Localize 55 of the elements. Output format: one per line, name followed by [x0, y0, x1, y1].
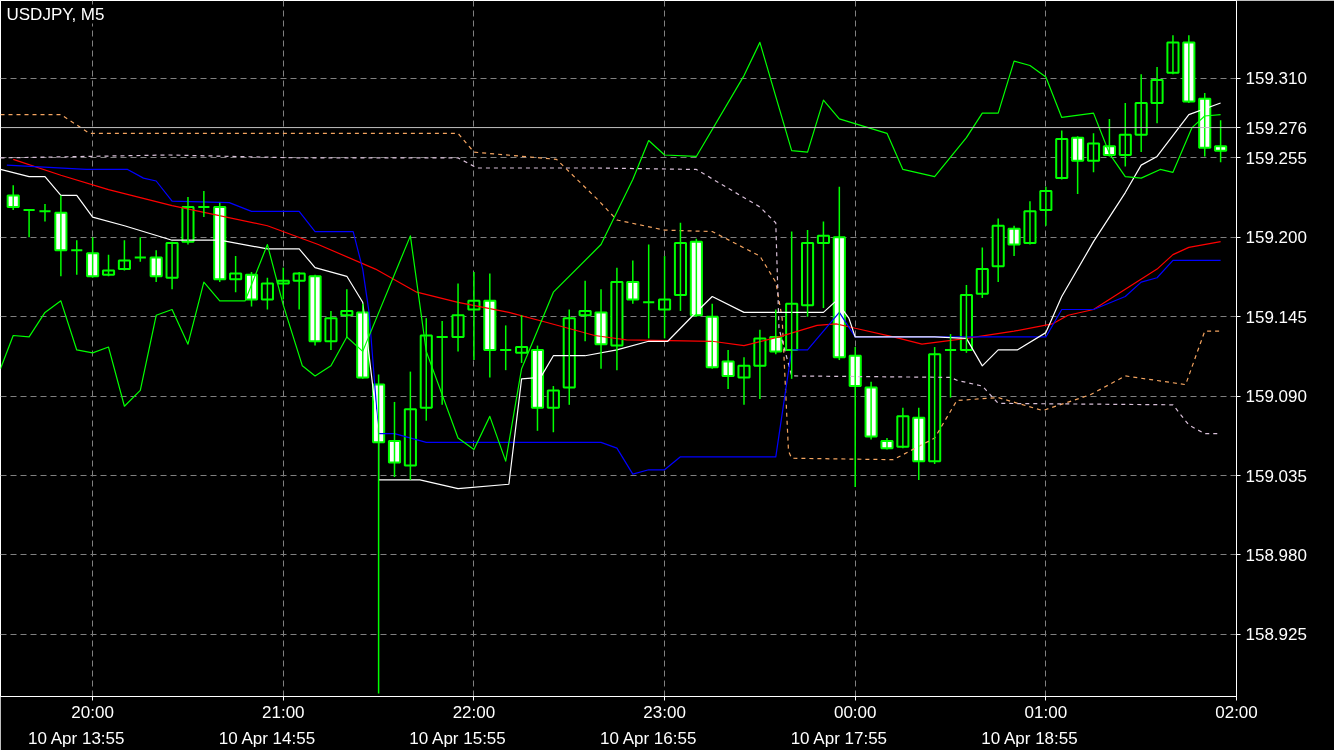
candlestick	[515, 314, 529, 364]
candlestick	[975, 246, 989, 299]
x-tick-label: 00:00	[833, 702, 877, 722]
candlestick	[658, 255, 672, 340]
candlestick	[197, 190, 211, 218]
candlestick	[1166, 34, 1180, 75]
candlestick	[451, 282, 465, 353]
chart-title: USDJPY, M5	[6, 4, 105, 24]
candlestick	[673, 222, 688, 312]
x2-tick-label: 10 Apr 17:55	[790, 728, 888, 748]
x-tick-label: 02:00	[1215, 702, 1258, 722]
x-tick-label: 22:00	[452, 702, 496, 722]
candlestick	[1023, 200, 1037, 246]
candlestick	[1086, 132, 1101, 174]
x2-tick-label: 10 Apr 15:55	[409, 728, 506, 748]
y-tick-label: 158.980	[1245, 545, 1307, 565]
candlestick	[435, 320, 449, 406]
y-tick-label: 159.310	[1245, 69, 1307, 89]
candlestick	[117, 239, 131, 272]
candlestick	[642, 243, 656, 340]
candlestick	[276, 266, 290, 301]
candlestick	[387, 401, 402, 478]
candlestick	[1055, 129, 1069, 181]
candlestick	[943, 333, 958, 399]
candlestick	[324, 310, 338, 351]
candlestick	[292, 271, 306, 311]
y-tick-label: 159.090	[1245, 387, 1307, 407]
candlestick	[133, 236, 147, 263]
candlestick	[229, 255, 243, 293]
candlestick	[928, 346, 942, 465]
y-tick-label: 159.145	[1245, 307, 1307, 327]
candlestick	[38, 203, 52, 223]
candlestick	[86, 236, 100, 279]
x-tick-label: 23:00	[643, 702, 686, 722]
ref-line-label: 159.276	[1245, 118, 1307, 138]
candlestick	[1214, 119, 1228, 163]
candlestick	[800, 229, 815, 318]
candlestick	[1071, 135, 1085, 195]
candlestick	[1118, 102, 1132, 168]
x-tick-label: 21:00	[262, 702, 305, 722]
x2-tick-label: 10 Apr 14:55	[218, 728, 316, 748]
y-tick-label: 159.200	[1245, 228, 1307, 248]
candlestick	[70, 239, 84, 276]
candlestick	[22, 208, 36, 239]
y-tick-label: 158.925	[1245, 625, 1307, 645]
candlestick	[499, 324, 513, 371]
x2-tick-label: 10 Apr 18:55	[981, 728, 1078, 748]
y-tick-label: 159.035	[1245, 466, 1307, 486]
x2-tick-label: 10 Apr 13:55	[28, 728, 125, 748]
y-tick-label: 159.255	[1245, 148, 1307, 168]
candlestick	[816, 220, 830, 309]
candlestick	[546, 385, 560, 433]
x-tick-label: 20:00	[71, 702, 114, 722]
x-tick-label: 01:00	[1024, 702, 1068, 722]
x2-tick-label: 10 Apr 16:55	[600, 728, 697, 748]
